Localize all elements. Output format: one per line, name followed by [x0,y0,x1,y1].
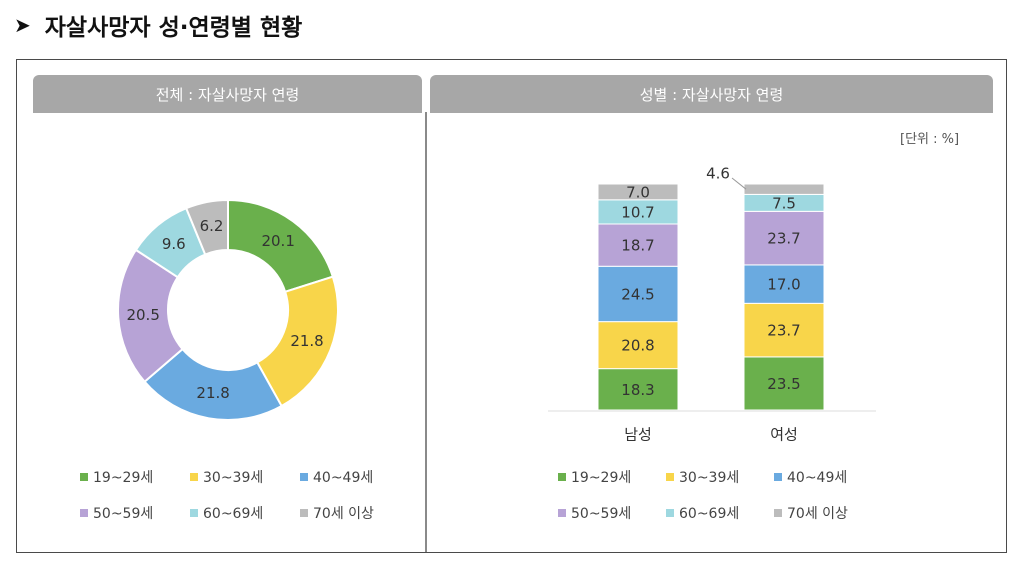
legend-label: 19~29세 [571,470,632,486]
pie-label-4: 20.5 [126,306,159,324]
legend-label: 40~49세 [787,470,848,486]
legend-swatch [80,473,88,481]
bar-label-2-4: 23.7 [767,230,800,248]
bar-segment-2-1 [743,356,825,411]
legend-label: 40~49세 [313,470,374,486]
legend-item: 70세 이상 [774,503,848,523]
legend-item: 30~39세 [190,467,263,487]
unit-label: [단위 : %] [900,132,960,147]
bar-label-2-1: 23.5 [767,375,800,393]
bar-label-2-6: 4.6 [706,165,730,183]
page-title: 자살사망자 성·연령별 현황 [44,15,303,41]
bar-category-2: 여성 [770,426,798,444]
bar-label-1-4: 18.7 [621,237,654,255]
panel-divider [425,112,427,552]
left-panel-title: 전체 : 자살사망자 연령 [33,75,422,113]
arrow-icon: ➤ [14,13,31,37]
legend-swatch [774,509,782,517]
bar-label-1-2: 20.8 [621,337,654,355]
legend-swatch [558,473,566,481]
legend-item: 50~59세 [80,503,153,523]
bar-segment-2-2 [743,302,825,358]
bar-category-1: 남성 [624,426,652,444]
legend-label: 60~69세 [679,506,740,522]
legend-swatch [774,473,782,481]
pie-slice-3 [143,347,283,421]
right-panel-title: 성별 : 자살사망자 연령 [430,75,993,113]
legend-item: 30~39세 [666,467,739,487]
pie-slice-2 [255,275,339,408]
pie-slice-6 [184,198,229,256]
bar-segment-1-2 [597,321,679,370]
legend-label: 19~29세 [93,470,154,486]
bar-label-1-3: 24.5 [621,285,654,303]
pie-label-6: 6.2 [200,217,224,235]
bar-segment-2-4 [743,210,825,266]
bar-label-1-5: 10.7 [621,203,654,221]
legend-swatch [300,509,308,517]
legend-item: 70세 이상 [300,503,374,523]
legend-item: 40~49세 [774,467,847,487]
chart-frame [16,59,1007,553]
bar-segment-2-3 [743,264,825,304]
legend-swatch [190,509,198,517]
legend-swatch [80,509,88,517]
pie-label-5: 9.6 [162,235,186,253]
legend-swatch [666,473,674,481]
legend-swatch [300,473,308,481]
legend-item: 60~69세 [190,503,263,523]
pie-slice-4 [117,248,184,384]
legend-label: 30~39세 [203,470,264,486]
bar-leader-line [731,177,747,190]
bar-label-1-6: 7.0 [626,183,650,201]
legend-label: 50~59세 [93,506,154,522]
legend-swatch [558,509,566,517]
legend-label: 70세 이상 [787,506,848,522]
legend-swatch [190,473,198,481]
legend-label: 50~59세 [571,506,632,522]
bar-label-1-1: 18.3 [621,381,654,399]
legend-item: 50~59세 [558,503,631,523]
bar-label-2-5: 7.5 [772,194,796,212]
legend-swatch [666,509,674,517]
bar-segment-1-4 [597,223,679,267]
legend-label: 60~69세 [203,506,264,522]
pie-label-2: 21.8 [290,332,323,350]
legend-item: 19~29세 [558,467,631,487]
legend-item: 40~49세 [300,467,373,487]
bar-label-2-3: 17.0 [767,276,800,294]
pie-label-3: 21.8 [196,384,229,402]
page-heading: ➤ 자살사망자 성·연령별 현황 [14,10,303,41]
bar-segment-1-1 [597,368,679,411]
legend-label: 30~39세 [679,470,740,486]
legend-item: 19~29세 [80,467,153,487]
bar-segment-1-6 [597,183,679,201]
bar-label-2-2: 23.7 [767,322,800,340]
pie-label-1: 20.1 [261,232,294,250]
bar-segment-2-6 [743,183,825,195]
legend-item: 60~69세 [666,503,739,523]
legend-label: 70세 이상 [313,506,374,522]
